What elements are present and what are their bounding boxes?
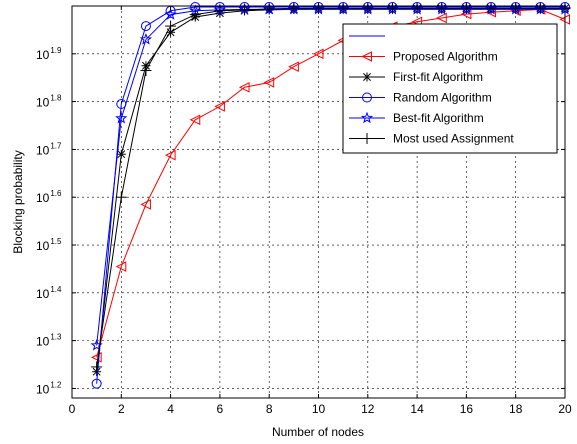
data-point-marker xyxy=(386,2,398,14)
data-point-marker xyxy=(91,378,102,389)
x-tick-label: 14 xyxy=(410,402,424,416)
y-tick-label: 101.5 xyxy=(36,237,62,253)
marker-stroke xyxy=(117,150,126,159)
y-axis-title: Blocking probability xyxy=(11,150,25,253)
data-point-marker xyxy=(140,65,152,77)
data-point-marker xyxy=(214,101,225,112)
data-point-marker xyxy=(288,61,299,73)
y-tick-label: 101.9 xyxy=(36,46,62,62)
data-point-marker xyxy=(165,20,177,32)
legend-label: First-fit Algorithm xyxy=(393,70,483,84)
data-point-marker xyxy=(534,2,546,14)
x-tick-label: 16 xyxy=(460,402,474,416)
data-point-marker xyxy=(164,149,176,161)
y-tick-label: 101.2 xyxy=(36,380,62,396)
data-point-marker xyxy=(362,72,372,82)
data-point-marker xyxy=(91,361,103,373)
y-tick-label: 101.3 xyxy=(36,333,62,349)
legend-label: Random Algorithm xyxy=(393,91,492,105)
data-point-marker xyxy=(360,111,374,124)
y-tick-label: 101.4 xyxy=(36,285,62,301)
marker-stroke xyxy=(166,28,175,37)
y-tick-label: 101.7 xyxy=(36,141,62,157)
data-point-marker xyxy=(361,133,373,144)
legend-label: Best-fit Algorithm xyxy=(393,111,484,125)
x-tick-label: 8 xyxy=(266,402,273,416)
data-point-marker xyxy=(189,114,201,126)
data-point-marker xyxy=(238,81,250,93)
marker-stroke xyxy=(363,73,371,81)
data-point-marker xyxy=(115,261,127,272)
data-point-marker xyxy=(436,12,447,24)
x-tick-label: 20 xyxy=(558,402,572,416)
x-tick-label: 6 xyxy=(217,402,224,416)
x-tick-label: 0 xyxy=(69,402,76,416)
legend-label: Most used Assignment xyxy=(393,132,514,146)
data-point-marker xyxy=(485,2,497,14)
data-point-marker xyxy=(91,352,102,363)
series-layer xyxy=(90,1,572,389)
data-point-marker xyxy=(139,33,153,45)
x-axis-title: Number of nodes xyxy=(272,425,364,439)
data-point-marker xyxy=(140,21,151,32)
data-point-marker xyxy=(288,2,300,14)
x-tick-label: 2 xyxy=(118,402,125,416)
x-tick-label: 10 xyxy=(312,402,326,416)
data-point-marker xyxy=(436,2,448,14)
series-random-algorithm xyxy=(91,1,570,389)
data-point-marker xyxy=(140,199,151,210)
y-tick-label: 101.8 xyxy=(36,94,62,110)
data-point-marker xyxy=(337,2,349,14)
ticks: 0 2 4 6 8 10 12 14 16 18 20 101.2 101.3 101.4 101.5 101… xyxy=(36,6,572,416)
legend-entry: Most used Assignment xyxy=(349,132,514,146)
legend-entry: First-fit Algorithm xyxy=(349,70,483,84)
data-point-marker xyxy=(189,9,201,21)
legend-entry: Proposed Algorithm xyxy=(349,50,498,64)
x-tick-label: 4 xyxy=(167,402,174,416)
legend-box xyxy=(342,23,558,154)
data-point-marker xyxy=(312,48,324,60)
data-point-marker xyxy=(115,111,128,124)
legend-entry: Random Algorithm xyxy=(349,91,492,105)
data-point-marker xyxy=(362,92,372,103)
y-tick-label: 101.6 xyxy=(36,189,62,205)
legend: Proposed Algorithm First-fit Algorithm Ran… xyxy=(342,23,558,154)
x-tick-label: 12 xyxy=(361,402,375,416)
x-tick-label: 18 xyxy=(509,402,523,416)
legend-entry: Best-fit Algorithm xyxy=(349,111,484,125)
data-point-marker xyxy=(361,51,372,62)
data-point-marker xyxy=(115,191,127,203)
legend-label: Proposed Algorithm xyxy=(393,50,498,64)
data-point-marker xyxy=(116,149,126,159)
data-point-marker xyxy=(164,8,177,20)
data-point-marker xyxy=(263,77,275,88)
